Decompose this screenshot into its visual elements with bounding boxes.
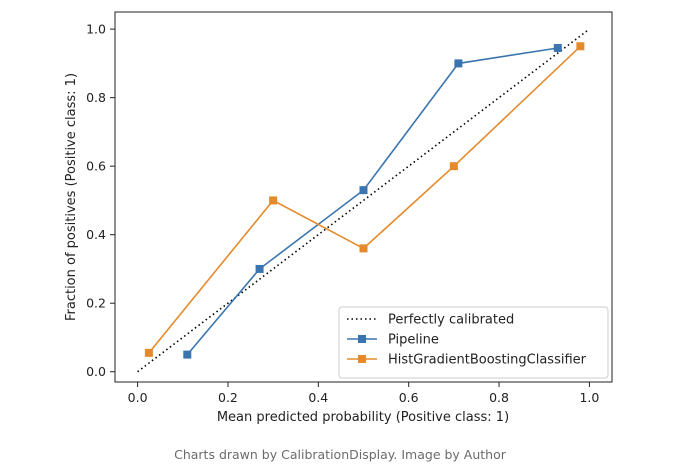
legend-marker-pipeline [358, 335, 366, 343]
y-tick-label: 0.8 [86, 90, 106, 105]
legend-label-perfect: Perfectly calibrated [388, 313, 514, 328]
data-point-marker [269, 196, 278, 205]
legend-box [338, 306, 609, 379]
data-point-marker [576, 42, 585, 51]
data-point-marker [144, 348, 153, 357]
image-caption: Charts drawn by CalibrationDisplay. Imag… [174, 447, 506, 462]
data-point-marker [183, 350, 192, 359]
data-point-marker [449, 162, 458, 171]
data-point-marker [553, 43, 562, 52]
x-tick-label: 0.2 [218, 390, 238, 405]
series-layer [137, 28, 590, 373]
y-tick-label: 0.2 [86, 296, 106, 311]
y-tick-label: 0.0 [86, 364, 106, 379]
data-point-marker [454, 59, 463, 68]
legend: Perfectly calibrated Pipeline HistGradie… [338, 306, 609, 379]
y-tick-label: 1.0 [86, 22, 106, 37]
x-tick-label: 0.4 [308, 390, 328, 405]
legend-label-pipeline: Pipeline [388, 333, 439, 348]
legend-label-hgb: HistGradientBoostingClassifier [388, 353, 587, 368]
x-tick-label: 1.0 [579, 390, 599, 405]
legend-marker-hgb [358, 355, 366, 363]
x-axis-ticks: 0.0 0.2 0.4 0.6 0.8 1.0 [128, 382, 599, 405]
data-point-marker [359, 186, 368, 195]
y-axis-label: Fraction of positives (Positive class: 1… [64, 73, 79, 321]
y-tick-label: 0.6 [86, 159, 106, 174]
y-axis-ticks: 0.0 0.2 0.4 0.6 0.8 1.0 [86, 22, 115, 379]
plot-frame [114, 11, 613, 383]
x-axis-label: Mean predicted probability (Positive cla… [217, 410, 509, 425]
x-tick-label: 0.0 [128, 390, 148, 405]
data-point-marker [255, 264, 264, 273]
series-line-0 [137, 28, 590, 373]
data-point-marker [359, 244, 368, 253]
calibration-chart: 0.0 0.2 0.4 0.6 0.8 1.0 0.0 0.2 0.4 0.6 0.8 1.0 Me… [64, 11, 613, 425]
x-tick-label: 0.6 [399, 390, 419, 405]
y-tick-label: 0.4 [86, 227, 106, 242]
x-tick-label: 0.8 [489, 390, 509, 405]
